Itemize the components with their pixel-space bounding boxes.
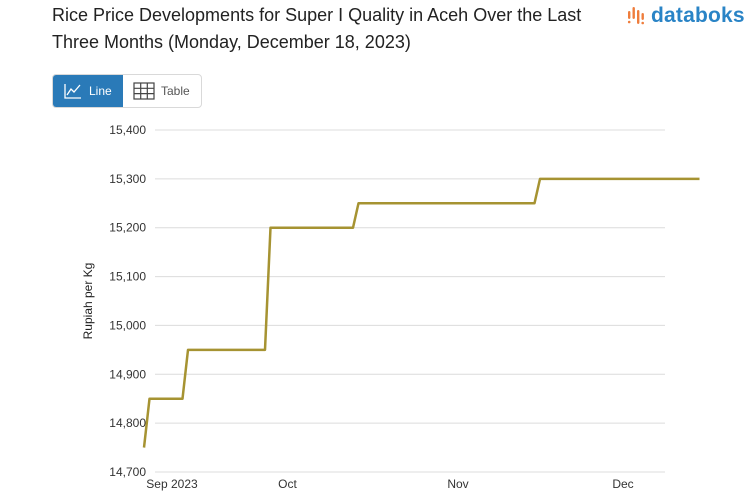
y-tick-label: 14,900 [109,367,146,381]
data-point[interactable] [146,395,154,403]
brand-name: databoks [651,4,745,27]
y-tick-label: 14,800 [109,416,146,430]
series-line[interactable] [142,177,700,448]
table-view-label: Table [161,84,190,98]
y-tick-label: 15,000 [109,318,146,332]
logo-bars-icon [627,7,644,25]
series-layer [140,175,704,452]
data-point[interactable] [184,346,192,354]
x-tick-label: Oct [278,477,297,491]
table-grid-icon [133,82,155,100]
data-point[interactable] [140,444,148,452]
y-tick-label: 15,300 [109,172,146,186]
x-tick-label: Dec [612,477,633,491]
line-view-label: Line [89,84,112,98]
data-point[interactable] [261,346,269,354]
y-tick-label: 15,100 [109,270,146,284]
x-tick-label: Sep 2023 [146,477,198,491]
data-point[interactable] [531,199,539,207]
data-point[interactable] [349,224,357,232]
table-view-button[interactable]: Table [123,75,200,107]
y-tick-label: 14,700 [109,465,146,479]
data-point[interactable] [355,199,363,207]
x-tick-label: Nov [447,477,468,491]
x-axis-ticks: Sep 2023 Oct Nov Dec [146,477,633,491]
y-tick-label: 15,400 [109,123,146,137]
y-tick-label: 15,200 [109,221,146,235]
data-point[interactable] [536,175,544,183]
grid-lines [155,129,665,473]
line-view-button[interactable]: Line [53,75,123,107]
y-axis-title: Rupiah per Kg [81,263,95,340]
view-toggle: Line Table [52,74,202,108]
line-chart-icon [64,84,81,99]
y-axis-ticks: 14,700 14,800 14,900 15,000 15,100 15,200 15,3… [109,123,146,479]
data-point[interactable] [267,224,275,232]
data-point[interactable] [179,395,187,403]
chart-title: Rice Price Developments for Super I Qual… [52,5,582,52]
databoks-logo: databoks [626,4,745,28]
data-point[interactable] [696,175,704,183]
